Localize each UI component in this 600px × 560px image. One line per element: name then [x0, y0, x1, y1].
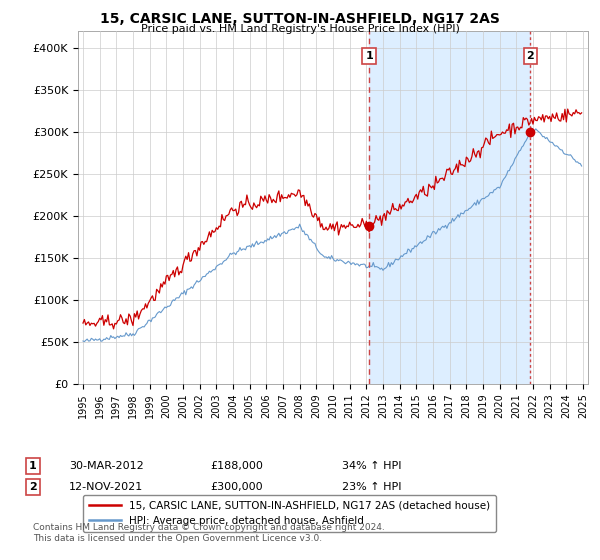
Text: £300,000: £300,000 [210, 482, 263, 492]
Bar [369, 31, 530, 384]
Text: 12-NOV-2021: 12-NOV-2021 [69, 482, 143, 492]
Text: Contains HM Land Registry data © Crown copyright and database right 2024.
This d: Contains HM Land Registry data © Crown c… [33, 524, 385, 543]
Text: 30-MAR-2012: 30-MAR-2012 [69, 461, 144, 471]
Text: £188,000: £188,000 [210, 461, 263, 471]
Legend: 15, CARSIC LANE, SUTTON-IN-ASHFIELD, NG17 2AS (detached house), HPI: Average pri: 15, CARSIC LANE, SUTTON-IN-ASHFIELD, NG1… [83, 494, 496, 533]
Text: 2: 2 [526, 51, 534, 61]
Text: Price paid vs. HM Land Registry's House Price Index (HPI): Price paid vs. HM Land Registry's House … [140, 24, 460, 34]
Text: 1: 1 [365, 51, 373, 61]
Text: 34% ↑ HPI: 34% ↑ HPI [342, 461, 401, 471]
Text: 23% ↑ HPI: 23% ↑ HPI [342, 482, 401, 492]
Text: 15, CARSIC LANE, SUTTON-IN-ASHFIELD, NG17 2AS: 15, CARSIC LANE, SUTTON-IN-ASHFIELD, NG1… [100, 12, 500, 26]
Text: 1: 1 [29, 461, 37, 471]
Text: 2: 2 [29, 482, 37, 492]
